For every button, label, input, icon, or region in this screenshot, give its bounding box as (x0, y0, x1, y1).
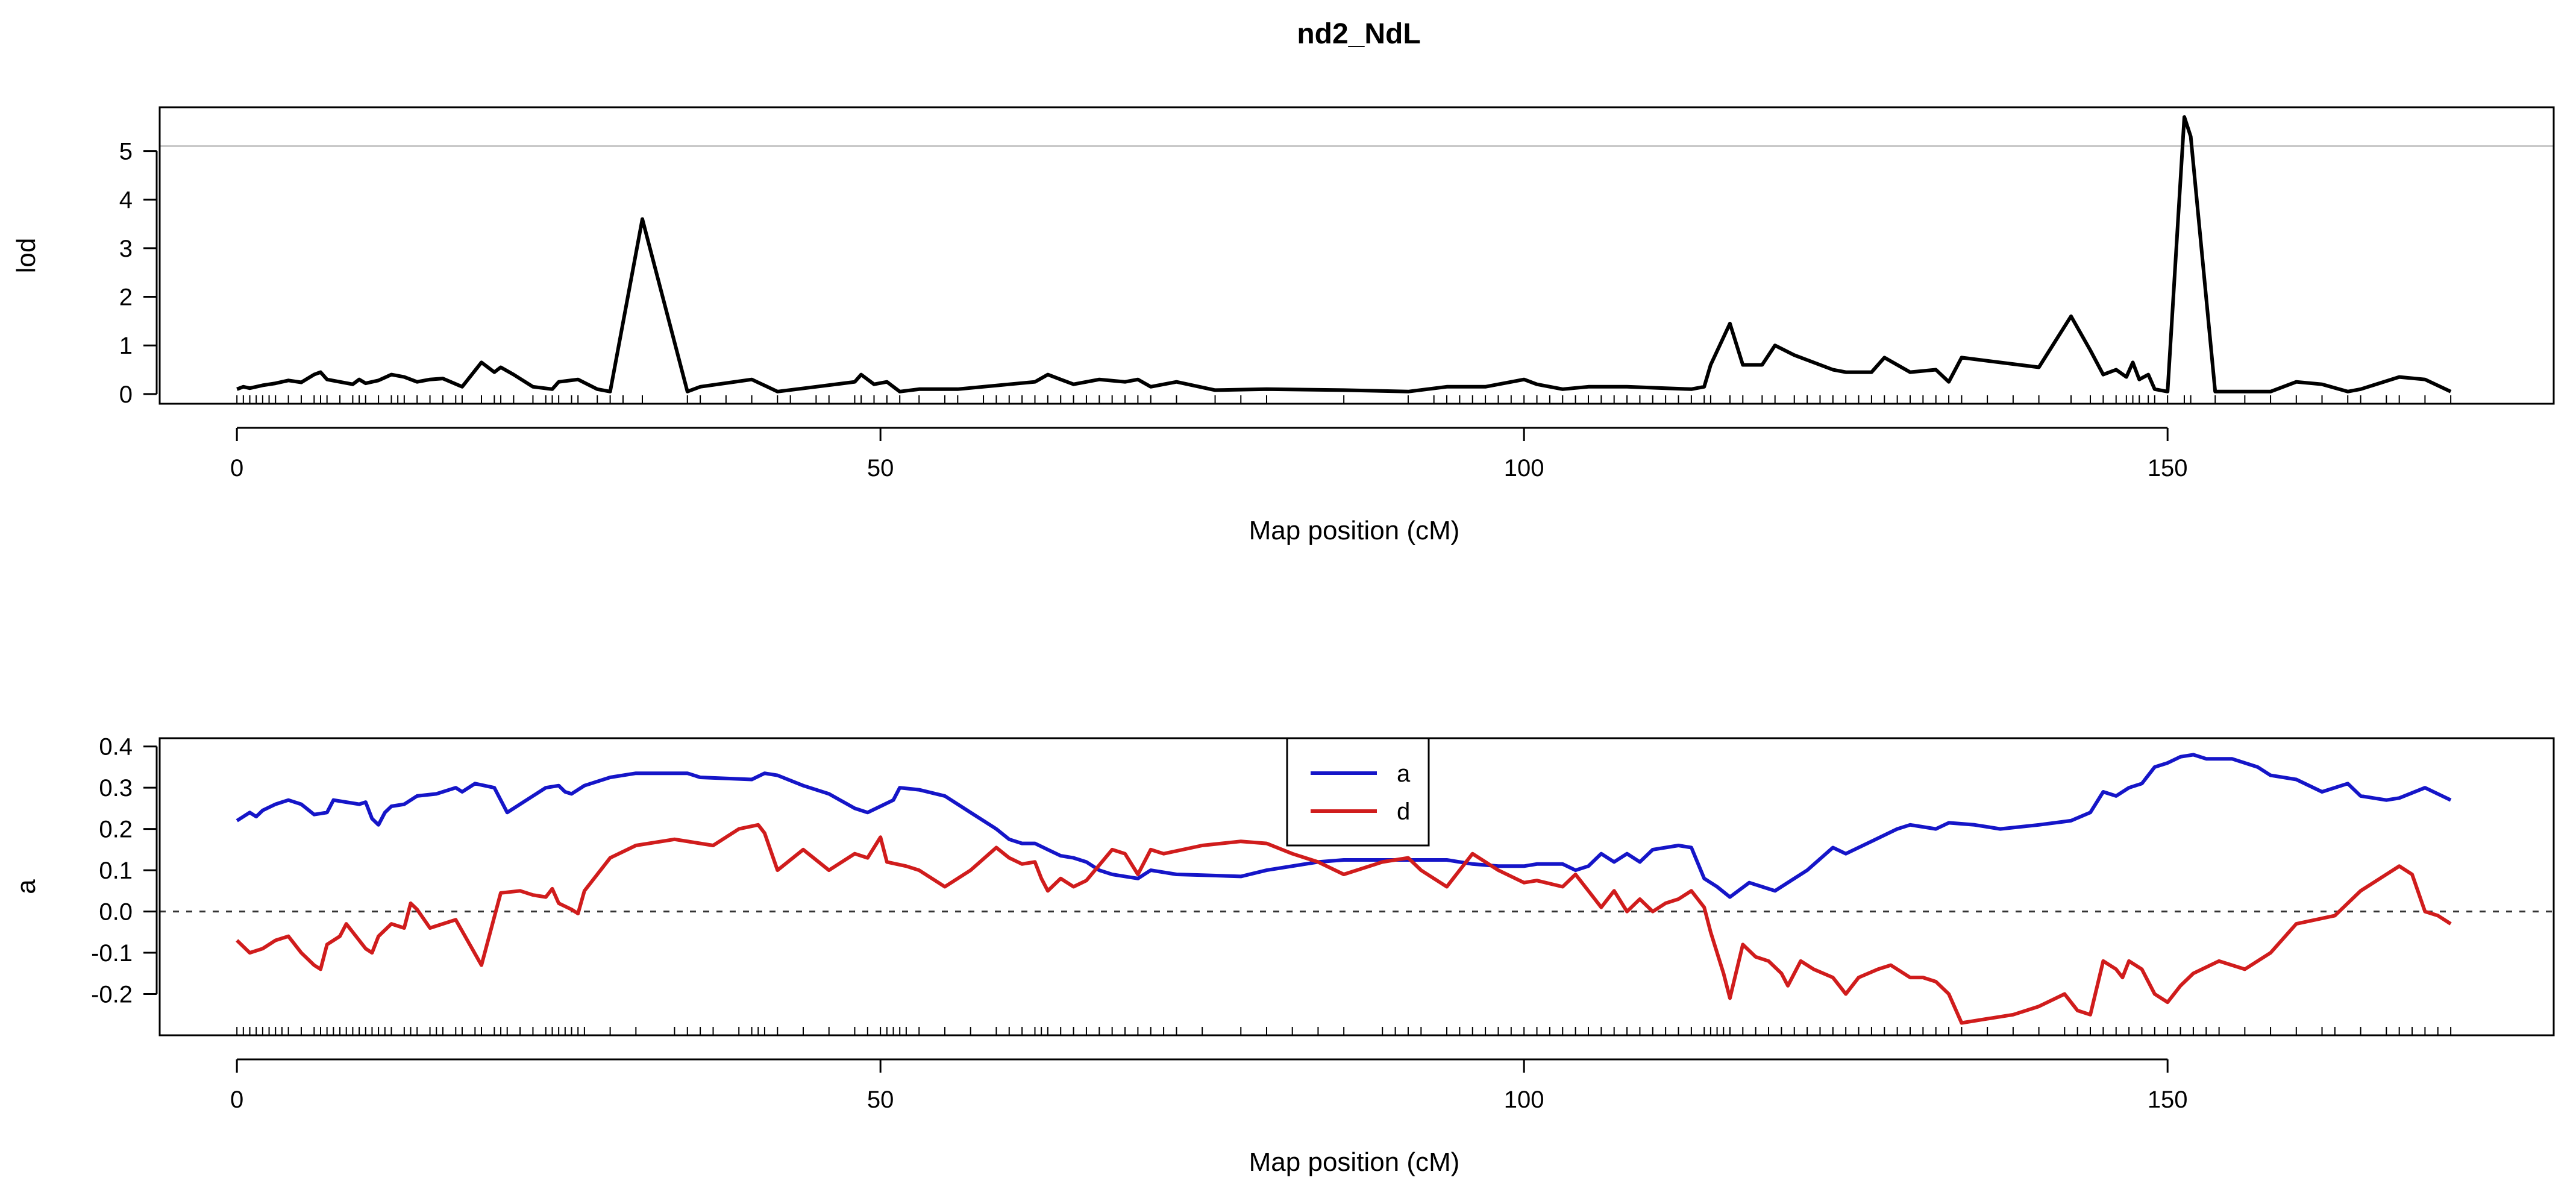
y-tick-label: 3 (119, 236, 133, 262)
effect-x-axis: 0 50 100 150 (230, 1058, 2188, 1113)
x-tick-label: 100 (1504, 1087, 1544, 1113)
y-tick-label: 0.4 (99, 734, 133, 760)
x-tick-label: 0 (230, 1087, 243, 1113)
series-line-d (236, 823, 2452, 1025)
effect-y-axis-label: a (11, 879, 41, 894)
lod-y-axis-label: lod (11, 238, 41, 274)
lod-plot-frame (158, 106, 2555, 405)
y-tick-label: 0 (119, 381, 133, 408)
y-tick-label: 5 (119, 139, 133, 165)
series-line-a (236, 753, 2452, 899)
lod-x-axis-label: Map position (cM) (1249, 516, 1460, 545)
x-tick-label: 150 (2148, 455, 2188, 481)
legend: a d (1286, 737, 1430, 847)
lod-marker-rug (236, 395, 2452, 404)
x-tick-label: 50 (867, 1087, 894, 1113)
x-tick-label: 50 (867, 455, 894, 481)
effect-x-axis-label: Map position (cM) (1249, 1147, 1460, 1177)
legend-label-d: d (1397, 798, 1410, 825)
y-tick-label: 0.3 (99, 775, 133, 801)
series-line-lod (236, 115, 2452, 394)
y-tick-label: 2 (119, 284, 133, 311)
lod-panel: 0 50 100 150 0 1 2 3 4 5 Map position (cM) lod (11, 106, 2555, 545)
effect-series-group (236, 753, 2452, 1025)
y-tick-label: 0.2 (99, 817, 133, 843)
effect-y-axis: -0.2 -0.1 0.0 0.1 0.2 0.3 0.4 (91, 734, 158, 1008)
y-tick-label: 4 (119, 187, 133, 213)
x-tick-label: 0 (230, 455, 243, 481)
y-tick-label: 1 (119, 333, 133, 359)
lod-x-axis: 0 50 100 150 (230, 427, 2188, 481)
effect-panel: 0 50 100 150 -0.2 -0.1 0.0 0.1 0.2 0.3 0.4 Map po… (11, 734, 2555, 1177)
lod-y-axis: 0 1 2 3 4 5 (119, 139, 158, 408)
lod-series-group (236, 115, 2452, 394)
legend-label-a: a (1397, 760, 1411, 787)
x-tick-label: 100 (1504, 455, 1544, 481)
y-tick-label: -0.1 (91, 940, 133, 967)
effect-marker-rug (236, 1027, 2452, 1035)
y-tick-label: 0.0 (99, 899, 133, 926)
legend-box (1286, 737, 1430, 847)
chart-title: nd2_NdL (1297, 18, 1420, 50)
x-tick-label: 150 (2148, 1087, 2188, 1113)
y-tick-label: 0.1 (99, 858, 133, 884)
y-tick-label: -0.2 (91, 982, 133, 1008)
